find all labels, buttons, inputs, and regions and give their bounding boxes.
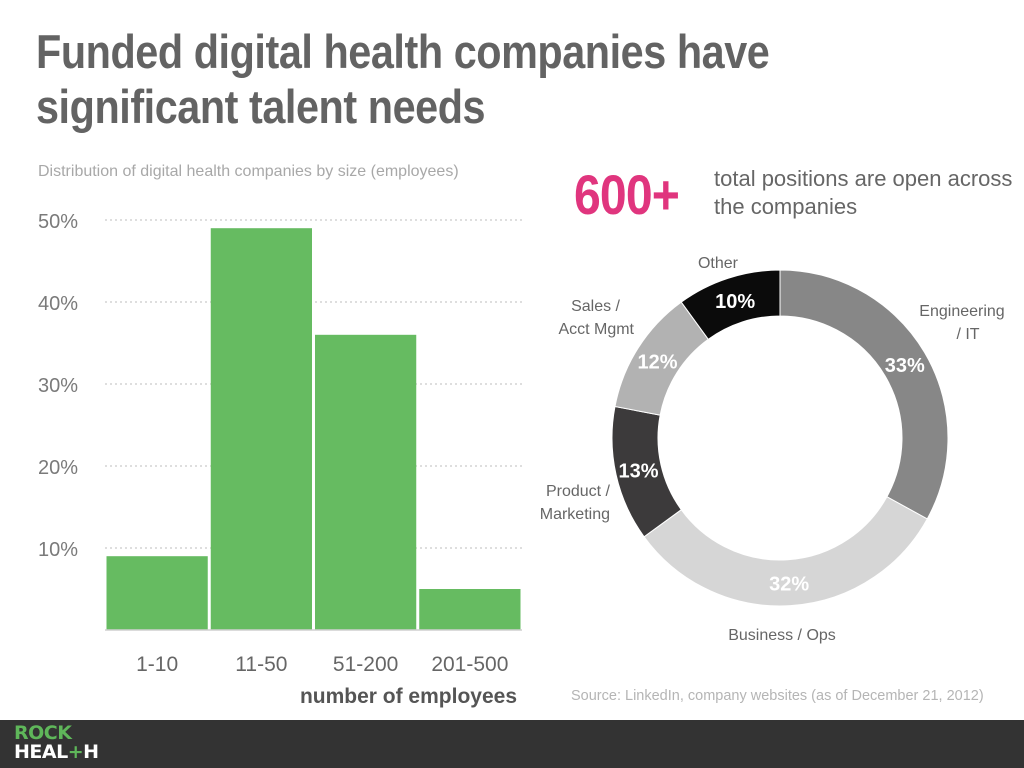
logo-plus: +: [67, 741, 84, 763]
bar-chart-subtitle: Distribution of digital health companies…: [38, 163, 459, 180]
logo-h: H: [83, 741, 99, 763]
rock-health-logo: ROCK HEAL+H: [14, 724, 99, 762]
y-tick-label: 50%: [38, 211, 78, 233]
bar: [106, 556, 208, 630]
slice-value-label: 10%: [715, 291, 755, 313]
y-tick-label: 40%: [38, 293, 78, 315]
open-positions-text: total positions are open across the comp…: [714, 166, 1013, 219]
slice-value-label: 13%: [618, 461, 658, 483]
slice-category-label: Business / Ops: [728, 627, 836, 644]
y-tick-label: 20%: [38, 457, 78, 479]
slice-category-label: Engineering: [919, 303, 1004, 320]
page-title: Funded digital health companies have sig…: [36, 25, 770, 133]
donut-slice: [643, 496, 928, 607]
bar: [315, 334, 417, 630]
source-note: Source: LinkedIn, company websites (as o…: [571, 688, 984, 704]
x-tick-label: 51-200: [333, 653, 398, 676]
y-tick-label: 30%: [38, 375, 78, 397]
bar-chart: 10% 20% 30% 40% 50% 1-10 11-50 51-200 201-500 num…: [38, 211, 522, 708]
slice-category-label: Other: [698, 255, 739, 272]
slice-category-label: Product /: [546, 483, 611, 500]
logo-line-1: ROCK: [14, 722, 72, 744]
slice-value-label: 33%: [885, 355, 925, 377]
donut-slice: [680, 269, 781, 340]
x-tick-label: 11-50: [235, 653, 287, 676]
footer-bar: [0, 720, 1024, 768]
slice-category-label: / IT: [956, 326, 979, 343]
slice-category-label: Sales /: [571, 298, 620, 315]
x-tick-label: 1-10: [136, 653, 178, 676]
donut-chart: 33% Engineering / IT 32% Business / Ops 13% Pr…: [540, 255, 1005, 644]
slice-category-label: Marketing: [540, 506, 610, 523]
bar: [210, 228, 312, 630]
x-axis-label: number of employees: [300, 685, 517, 708]
logo-line-2: HEAL+H: [14, 743, 99, 762]
slice-value-label: 12%: [638, 351, 678, 373]
donut-slice: [779, 269, 949, 520]
open-positions-count: 600+: [574, 163, 680, 226]
bar: [419, 589, 521, 630]
slice-value-label: 32%: [769, 574, 809, 596]
logo-heal: HEAL: [14, 741, 68, 763]
slice-category-label: Acct Mgmt: [558, 321, 634, 338]
x-tick-label: 201-500: [431, 653, 508, 676]
y-tick-label: 10%: [38, 539, 78, 561]
